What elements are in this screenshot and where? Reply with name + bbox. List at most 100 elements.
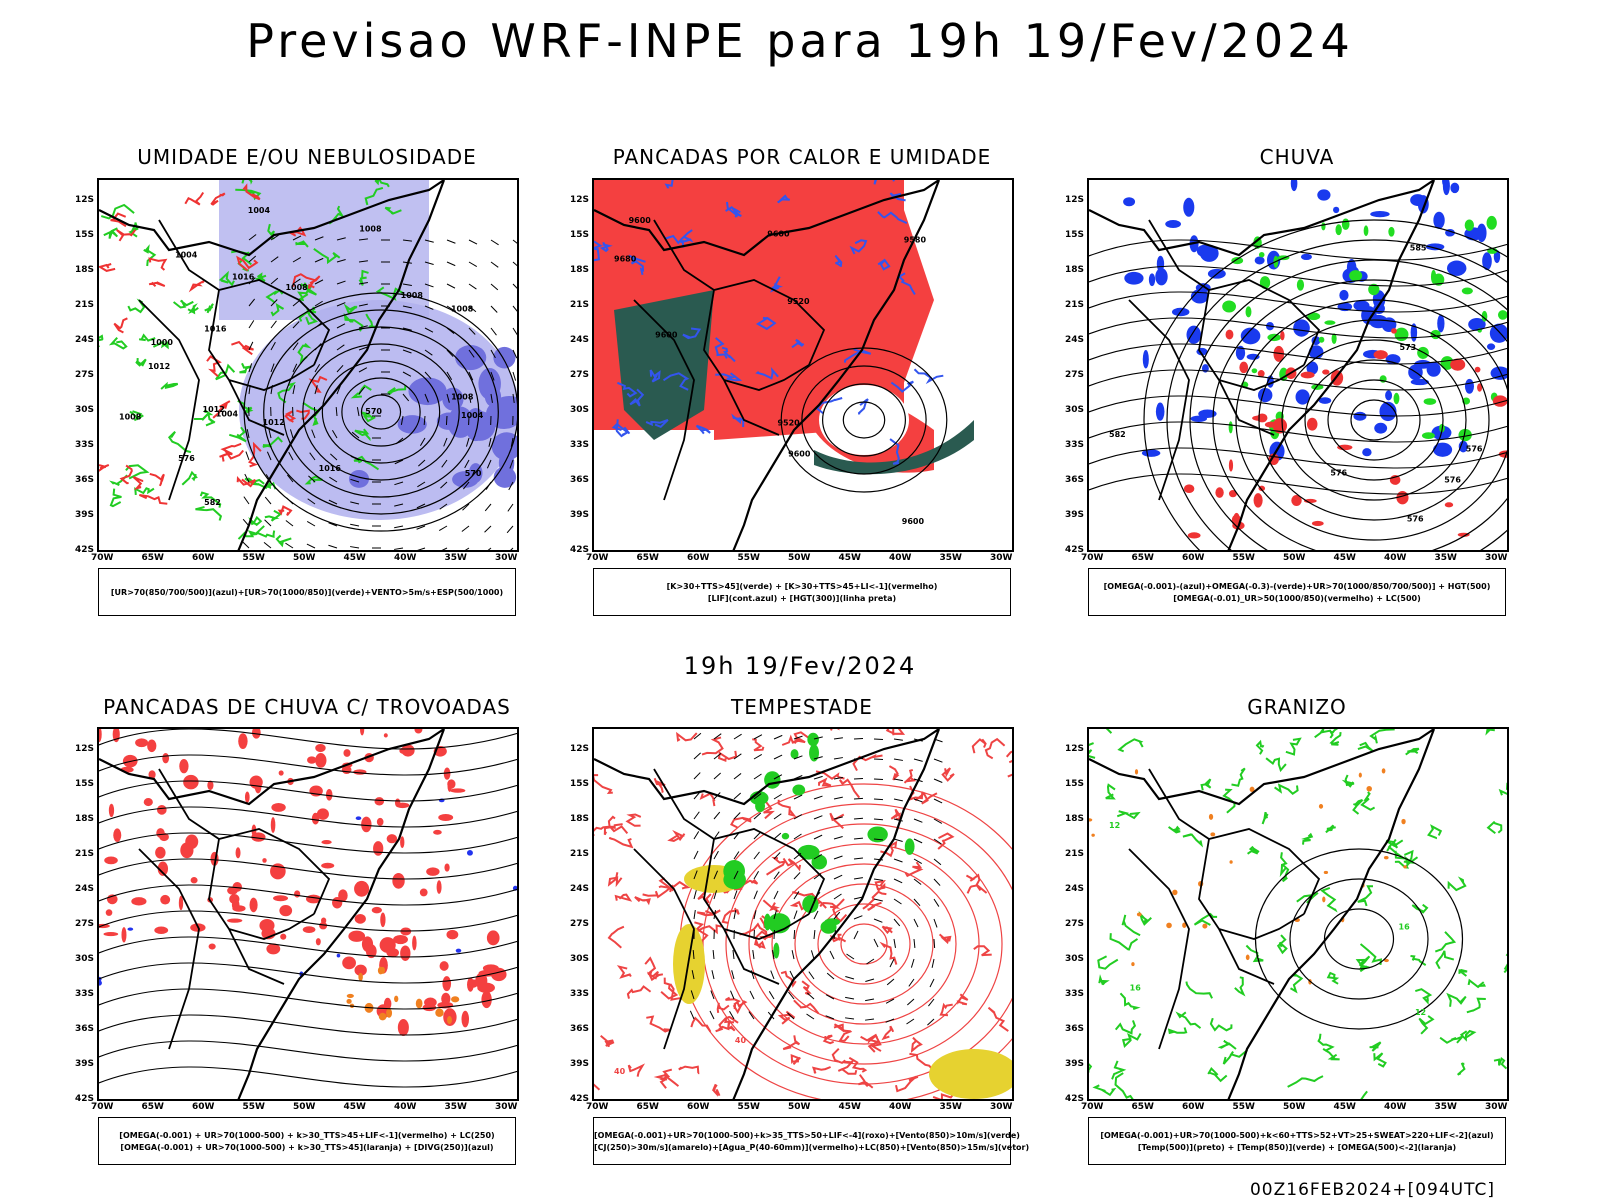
omega-area (1131, 962, 1135, 967)
omega-strong-area (1394, 327, 1409, 342)
wind-vector (394, 459, 404, 465)
wind-vector (893, 938, 896, 948)
wind-vector (446, 327, 455, 334)
humidity-low-contour (375, 286, 405, 301)
temp850-contour (1276, 934, 1288, 955)
wind-vector (424, 327, 434, 333)
latitude-label: 24S (75, 335, 95, 345)
thunderstorm-area (208, 943, 216, 950)
omega-strong-area (1251, 368, 1258, 374)
longitude-label: 50W (293, 553, 316, 563)
rain-area (1322, 369, 1330, 375)
wind-vector (813, 736, 823, 740)
thickness-contour (149, 472, 165, 487)
wind-vector (512, 239, 517, 244)
wind-vector (248, 234, 257, 241)
wind-vector (356, 407, 360, 417)
strong-wind-area (867, 826, 888, 843)
wind-vector (773, 832, 782, 840)
latitude-label: 30S (570, 954, 590, 964)
omega-area (1246, 353, 1260, 360)
omega-area (1318, 804, 1324, 809)
latitude-label: 12S (75, 195, 95, 205)
geopotential-contour (1304, 359, 1444, 481)
humidity-low-contour (297, 288, 310, 302)
humidity-low-contour (109, 474, 128, 487)
country-borders (1128, 768, 1321, 1050)
thunderstorm-area (280, 933, 287, 940)
wind-vector (733, 753, 742, 760)
wind-vector (933, 898, 940, 907)
wind-vector (889, 958, 895, 968)
temp850-contour (1466, 997, 1486, 1014)
precipitable-water-contour (754, 937, 766, 950)
thunderstorm-area (325, 788, 333, 801)
latitude-label: 15S (1065, 779, 1085, 789)
thunderstorm-area (162, 752, 170, 764)
thickness-contour (242, 183, 261, 201)
humidity-low-contour (364, 186, 384, 206)
omega-area (1293, 319, 1310, 337)
wind-vector (733, 910, 737, 920)
wind-vector (913, 818, 923, 823)
panel-title: TEMPESTADE (731, 695, 873, 719)
humidity-low-contour (313, 247, 341, 265)
temp850-contour (1427, 824, 1443, 840)
legend-line: [K>30+TTS>45](verde) + [K>30+TTS>45+LI<-… (666, 581, 938, 591)
precipitable-water-contour (690, 1016, 712, 1033)
temp850-contour (1114, 1072, 1134, 1099)
thunderstorm-area (436, 880, 442, 894)
omega-area (1306, 361, 1319, 375)
wind-vector (292, 321, 300, 329)
temp850-contour (1222, 788, 1236, 814)
latitude-label: 27S (570, 370, 590, 380)
precipitable-water-contour (777, 1010, 796, 1025)
temp850-contour (1296, 892, 1319, 904)
humidity-low-contour (103, 227, 119, 239)
geopotential-contour (1281, 339, 1467, 501)
omega-area (1257, 388, 1273, 403)
panel-title: GRANIZO (1247, 695, 1347, 719)
lifted-index-contour (611, 422, 631, 435)
wind-vector (770, 970, 775, 980)
omega-area (1142, 350, 1149, 369)
lifted-index-contour (664, 180, 674, 189)
wind-vector (441, 459, 448, 468)
geopotential-contour (801, 365, 927, 475)
wind-vector (358, 325, 368, 329)
precipitable-water-contour (801, 980, 812, 996)
longitude-label: 40W (889, 553, 912, 563)
temp850-contour (1485, 729, 1495, 736)
humidity-low-contour (108, 337, 128, 350)
precipitable-water-contour (669, 880, 691, 893)
wind-vector (893, 738, 903, 741)
wind-vector (394, 525, 404, 529)
latitude-label: 27S (1065, 919, 1085, 929)
precipitable-water-contour (904, 861, 924, 878)
legend-line: [CJ(250)>30m/s](amarelo)+[Agua_P(40-60mm… (594, 1142, 1030, 1152)
wind-vector (445, 415, 448, 426)
precipitable-water-contour (822, 1034, 835, 1045)
wind-vector (810, 950, 815, 960)
precipitable-water-contour (678, 1065, 700, 1075)
wind-vector (314, 322, 323, 329)
wind-vector (752, 950, 755, 960)
wind-vector (748, 1011, 755, 1020)
omega-strong-area (1231, 257, 1244, 265)
geopotential-contour (1089, 239, 1507, 261)
wind-vector (311, 429, 316, 439)
temp850-contour (1457, 1062, 1466, 1076)
rain-area (1272, 418, 1288, 434)
wind-vector (846, 953, 855, 960)
omega-strong-area (1423, 398, 1437, 405)
temp850-contour (1185, 981, 1213, 999)
omega-area (1384, 958, 1389, 963)
wind-vector (512, 371, 517, 381)
omega-strong-area (1341, 218, 1350, 230)
wind-vector (424, 261, 434, 266)
precipitable-water-contour (1005, 750, 1012, 764)
precipitable-water-contour (874, 879, 886, 892)
main-title: Previsao WRF-INPE para 19h 19/Fev/2024 (246, 14, 1354, 68)
humidity-low-contour (254, 272, 267, 282)
weather-map: 40 40 (592, 727, 1014, 1101)
